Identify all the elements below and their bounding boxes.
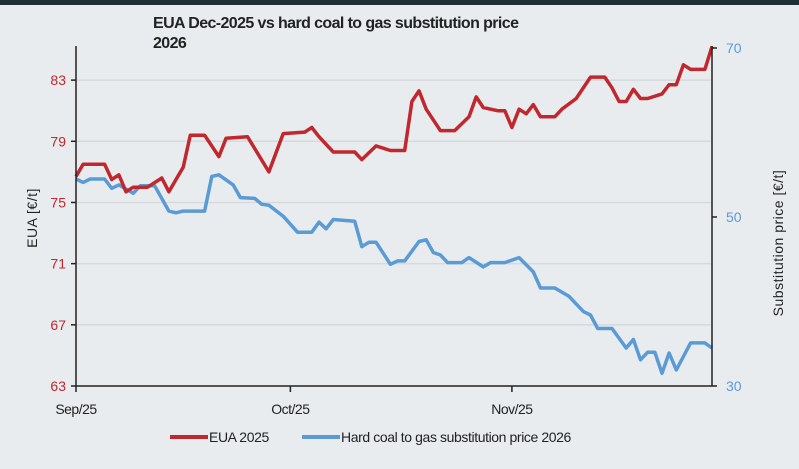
y-right-tick-label: 50 <box>726 209 742 225</box>
y-left-tick-label: 79 <box>50 133 66 149</box>
chart-title-line-2: 2026 <box>153 35 187 52</box>
x-tick-label: Oct/25 <box>271 401 310 417</box>
legend: EUA 2025 Hard coal to gas substitution p… <box>170 429 572 445</box>
y-right-tick-label: 70 <box>726 40 742 56</box>
series-lines <box>74 45 714 376</box>
y-axis-left-label: EUA [€/t] <box>24 188 40 248</box>
y-left-tick-label: 63 <box>50 378 66 394</box>
gridlines <box>76 79 712 326</box>
chart-title-line-1: EUA Dec-2025 vs hard coal to gas substit… <box>153 15 519 32</box>
series-line-substitution <box>75 173 714 376</box>
axes: 63 67 71 75 79 83 30 50 70 Sep/25 Oct/25 Nov/25 <box>50 40 741 417</box>
series-line-eua <box>74 45 714 194</box>
x-tick-label: Nov/25 <box>491 401 533 417</box>
top-window-bar <box>0 0 799 5</box>
y-left-tick-label: 67 <box>50 317 66 333</box>
x-tick-label: Sep/25 <box>55 401 97 417</box>
y-axis-right-label: Substitution price [€/t] <box>770 170 786 317</box>
legend-label-eua: EUA 2025 <box>209 429 269 445</box>
y-right-tick-label: 30 <box>726 378 742 394</box>
y-left-tick-label: 71 <box>50 256 66 272</box>
y-left-tick-label: 83 <box>50 72 66 88</box>
legend-label-substitution: Hard coal to gas substitution price 2026 <box>341 429 572 445</box>
y-left-tick-label: 75 <box>50 194 66 210</box>
